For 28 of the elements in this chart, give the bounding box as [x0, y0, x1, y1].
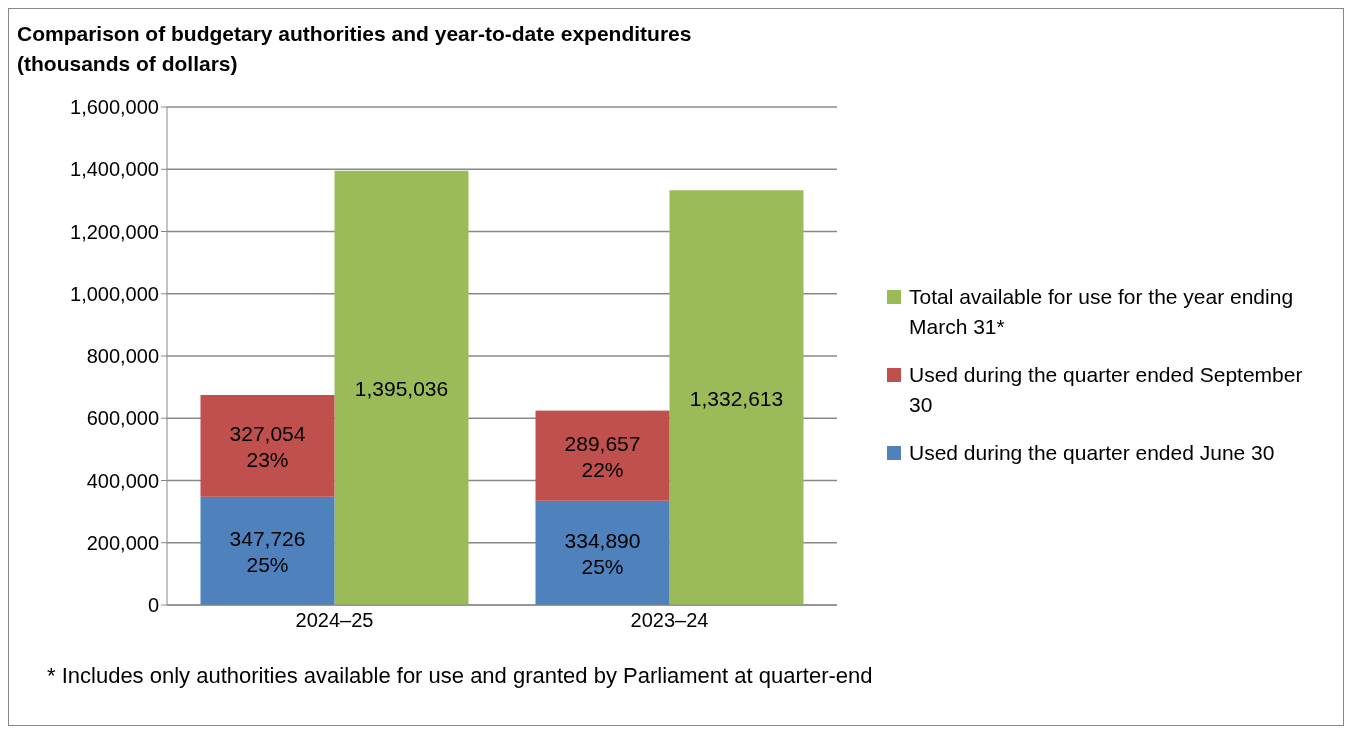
text: * Includes only authorities available for use and granted by Parliament at quarter-end [47, 663, 874, 689]
legend-label: Used during the quarter ended September 30 [909, 362, 1304, 418]
bar [669, 190, 804, 605]
y-tick-label: 600,000 [86, 407, 159, 430]
data-label: 1,395,036 [354, 376, 449, 400]
bar [535, 500, 670, 605]
data-label: 334,890 25% [564, 528, 641, 578]
y-tick-label: 1,600,000 [70, 96, 159, 119]
legend-label: Total available for use for the year ending March 31* [909, 284, 1295, 340]
y-tick-label: 1,200,000 [70, 220, 159, 243]
y-tick-label: 800,000 [86, 345, 159, 368]
chart-title: Comparison of budgetary authorities and year-to-date expenditures (thousands of dollars) [17, 21, 693, 77]
data-label: 289,657 22% [564, 431, 641, 481]
x-tick-label: 2024–25 [295, 609, 374, 632]
y-tick-label: 1,000,000 [70, 282, 159, 305]
y-tick-label: 400,000 [86, 469, 159, 492]
legend-label: Used during the quarter ended June 30 [909, 440, 1275, 466]
y-tick-label: 1,400,000 [70, 158, 159, 181]
bar [200, 496, 335, 605]
x-tick-label: 2023–24 [630, 609, 709, 632]
y-tick-label: 200,000 [86, 531, 159, 554]
bar [535, 410, 670, 501]
y-tick-label: 0 [147, 594, 159, 617]
bar [334, 170, 469, 605]
data-label: 327,054 23% [229, 421, 306, 471]
data-label: 347,726 25% [229, 526, 306, 576]
data-label: 1,332,613 [689, 386, 784, 410]
bar [200, 394, 335, 497]
